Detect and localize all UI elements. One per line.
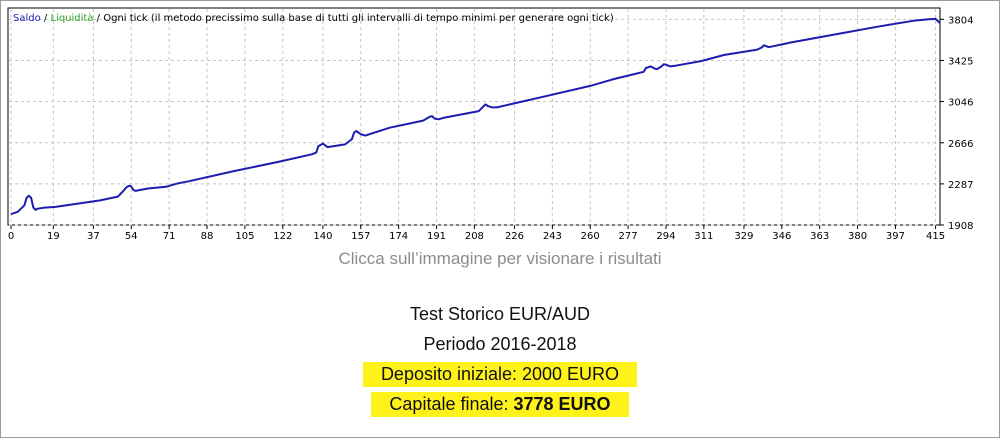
test-period: Periodo 2016-2018 — [423, 334, 577, 354]
x-tick-label: 0 — [8, 231, 14, 242]
test-title: Test Storico EUR/AUD — [409, 304, 591, 324]
legend-separator: / — [93, 13, 103, 24]
x-tick-label: 71 — [163, 231, 176, 242]
x-tick-label: 415 — [926, 231, 945, 242]
final-capital-label: Capitale finale: — [389, 394, 514, 414]
x-tick-label: 140 — [313, 231, 332, 242]
x-tick-label: 226 — [505, 231, 524, 242]
x-tick-label: 105 — [235, 231, 254, 242]
legend-separator: / — [41, 13, 51, 24]
x-tick-label: 37 — [87, 231, 100, 242]
final-capital-row: Capitale finale: 3778 EURO — [0, 392, 1000, 417]
y-tick-label: 2666 — [948, 139, 973, 150]
legend-saldo: Saldo — [13, 13, 41, 24]
x-tick-label: 208 — [465, 231, 484, 242]
x-tick-label: 260 — [581, 231, 600, 242]
x-tick-label: 363 — [810, 231, 829, 242]
legend-liquidita: Liquidità — [50, 12, 93, 24]
x-tick-label: 294 — [656, 231, 675, 242]
initial-deposit-highlight: Deposito iniziale: 2000 EURO — [362, 362, 638, 387]
series-line-saldo — [10, 17, 941, 216]
x-tick-label: 191 — [427, 231, 446, 242]
x-tick-label: 311 — [694, 231, 713, 242]
initial-deposit-row: Deposito iniziale: 2000 EURO — [0, 362, 1000, 387]
x-tick-label: 88 — [201, 231, 214, 242]
x-tick-label: 277 — [619, 231, 638, 242]
y-tick-label: 3804 — [948, 15, 973, 26]
equity-chart[interactable]: 0 19 37 54 71 88 105 122 140 157 174 191 208 226 243 26… — [0, 0, 1000, 250]
y-tick-label: 3425 — [948, 56, 973, 67]
y-tick-label: 1908 — [948, 221, 973, 232]
y-tick-label: 2287 — [948, 180, 973, 191]
x-tick-label: 243 — [543, 231, 562, 242]
chart-caption-link[interactable]: Clicca sull’immagine per visionare i ris… — [338, 249, 662, 268]
chart-legend: Saldo / Liquidità / Ogni tick (il metodo… — [13, 12, 614, 24]
final-capital-highlight: Capitale finale: 3778 EURO — [371, 392, 629, 417]
y-tick-label: 3046 — [948, 98, 973, 109]
x-tick-label: 157 — [351, 231, 370, 242]
x-tick-label: 380 — [848, 231, 867, 242]
x-tick-label: 346 — [772, 231, 791, 242]
x-tick-label: 174 — [389, 231, 408, 242]
x-tick-label: 19 — [47, 231, 60, 242]
x-tick-label: 54 — [125, 231, 138, 242]
legend-note: Ogni tick (il metodo precissimo sulla ba… — [103, 13, 614, 24]
x-tick-label: 122 — [273, 231, 292, 242]
final-capital-value: 3778 EURO — [513, 394, 611, 414]
x-tick-label: 329 — [734, 231, 753, 242]
x-tick-label: 397 — [886, 231, 905, 242]
